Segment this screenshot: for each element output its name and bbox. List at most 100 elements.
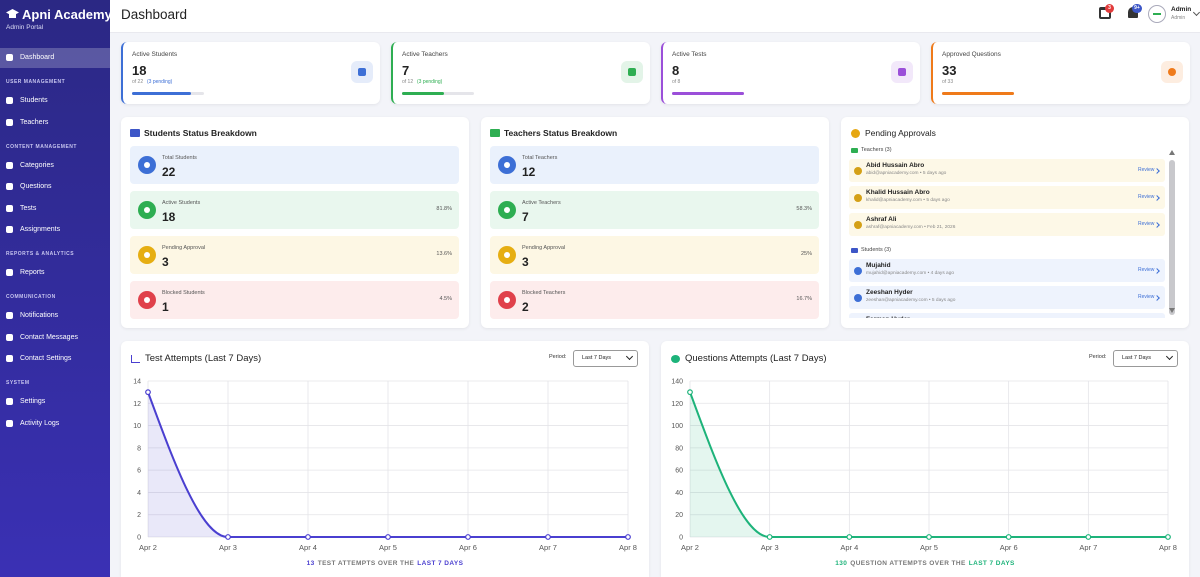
row-label: Total Students <box>162 155 197 161</box>
pending-item: Mujahid mujahid@apniacademy.com • 4 days … <box>849 259 1165 282</box>
group-icon <box>851 148 858 153</box>
chart-title: Questions Attempts (Last 7 Days) <box>685 353 827 364</box>
nav-item[interactable]: Students <box>0 91 110 111</box>
x-tick-label: Apr 2 <box>681 543 699 552</box>
bell-button[interactable] <box>1128 7 1138 18</box>
nav-item[interactable]: Activity Logs <box>0 414 110 434</box>
period-select[interactable]: Last 7 Days <box>1113 350 1178 367</box>
nav-item[interactable]: Settings <box>0 392 110 412</box>
user-role: Admin <box>1171 15 1186 21</box>
nav-item[interactable]: Dashboard <box>0 48 110 68</box>
nav-icon <box>6 54 13 61</box>
row-value: 3 <box>162 255 169 269</box>
point <box>145 389 151 396</box>
period-select[interactable]: Last 7 Days <box>573 350 638 367</box>
breakdown-row: Active Teachers 7 58.3% <box>490 191 819 229</box>
row-value: 7 <box>522 210 529 224</box>
chart-title: Test Attempts (Last 7 Days) <box>145 353 262 364</box>
review-link[interactable]: Review <box>1138 221 1155 227</box>
nav-item[interactable]: Tests <box>0 199 110 219</box>
stat-note: (3 pending) <box>417 79 443 85</box>
stat-card: Active Students 18 of 22 (3 pending) <box>121 42 380 104</box>
x-tick-label: Apr 7 <box>1079 543 1097 552</box>
review-link[interactable]: Review <box>1138 267 1155 273</box>
row-value: 22 <box>162 165 176 179</box>
nav-label: Questions <box>20 183 52 190</box>
stat-sub: of 12 <box>402 79 414 85</box>
y-tick-label: 10 <box>133 423 141 430</box>
row-icon <box>138 201 156 219</box>
y-tick-label: 140 <box>671 379 683 386</box>
scroll-up <box>1169 150 1175 155</box>
y-tick-label: 100 <box>671 423 683 430</box>
point <box>385 534 391 540</box>
stat-sub: of 33 <box>942 79 954 85</box>
summary-part: TEST ATTEMPTS OVER THE <box>317 560 415 567</box>
nav-label: Teachers <box>20 118 49 126</box>
review-link[interactable]: Review <box>1138 167 1155 173</box>
row-value: 2 <box>522 300 529 314</box>
item-name: Ashraf Ali <box>866 216 897 223</box>
nav-item[interactable]: Reports <box>0 263 110 283</box>
item-meta: khalid@apniacademy.com • 5 days ago <box>866 198 950 203</box>
stat-card: Active Teachers 7 of 12 (3 pending) <box>391 42 650 104</box>
stat-label: Active Students <box>132 51 178 58</box>
stat-label: Active Tests <box>672 51 707 58</box>
row-icon <box>498 201 516 219</box>
nav-item[interactable]: Contact Messages <box>0 328 110 348</box>
stat-icon <box>351 61 373 83</box>
nav-label: Dashboard <box>20 54 55 61</box>
nav-item[interactable]: Notifications <box>0 306 110 326</box>
brand-title: Apni Academy <box>22 7 112 22</box>
nav-item[interactable]: Assignments <box>0 220 110 240</box>
period-value: Last 7 Days <box>582 355 612 361</box>
row-value: 1 <box>162 300 169 314</box>
scrollbar[interactable] <box>1169 160 1175 315</box>
avatar-mark <box>1153 13 1161 15</box>
pending-list: Teachers (3) Abid Hussain Abro abid@apniac… <box>849 145 1167 318</box>
row-icon-glyph <box>504 207 510 213</box>
row-label: Total Teachers <box>522 155 558 161</box>
nav-item[interactable]: Questions <box>0 177 110 197</box>
nav-label: Notifications <box>20 312 59 319</box>
scroll-down <box>1169 308 1175 313</box>
nav-icon <box>6 97 13 104</box>
summary-part: 13 <box>306 560 315 567</box>
brand-subtitle: Admin Portal <box>6 24 44 31</box>
y-tick-label: 12 <box>133 401 141 408</box>
breakdown-title: Students Status Breakdown <box>144 128 257 138</box>
row-percent: 81.8% <box>436 206 452 212</box>
summary-part: 130 <box>835 560 848 567</box>
point <box>687 389 693 396</box>
nav-item[interactable]: Teachers <box>0 113 110 133</box>
row-icon-glyph <box>144 162 150 168</box>
item-icon <box>854 221 862 229</box>
item-name: Farman Hyder <box>866 316 910 318</box>
x-tick-label: Apr 6 <box>459 543 477 552</box>
nav-item[interactable]: Categories <box>0 156 110 176</box>
nav-label: Contact Settings <box>20 355 72 362</box>
row-percent: 4.5% <box>439 296 452 302</box>
sidebar: Apni Academy Admin Portal Dashboard USER MA… <box>0 0 112 577</box>
review-link[interactable]: Review <box>1138 294 1155 300</box>
point <box>545 534 551 540</box>
point <box>225 534 231 540</box>
item-icon <box>854 194 862 202</box>
nav-icon <box>6 398 13 405</box>
pending-item: Farman HyderReview <box>849 313 1165 318</box>
stat-value: 8 <box>672 63 680 78</box>
page-title: Dashboard <box>121 7 188 22</box>
y-tick-label: 0 <box>679 535 683 542</box>
x-tick-label: Apr 5 <box>379 543 397 552</box>
pending-icon <box>851 129 860 138</box>
top-bar: Dashboard 3 9+ Admin Admin <box>110 0 1200 33</box>
chart-card: Test Attempts (Last 7 Days) Period: Last 7… <box>121 341 649 577</box>
progress-track <box>402 92 474 95</box>
breakdown-row: Active Students 18 81.8% <box>130 191 459 229</box>
nav-item[interactable]: Contact Settings <box>0 349 110 369</box>
avatar[interactable] <box>1148 5 1166 23</box>
review-link[interactable]: Review <box>1138 194 1155 200</box>
nav-icon <box>6 333 13 341</box>
row-label: Active Students <box>162 200 201 206</box>
breakdown-row: Pending Approval 3 13.6% <box>130 236 459 274</box>
